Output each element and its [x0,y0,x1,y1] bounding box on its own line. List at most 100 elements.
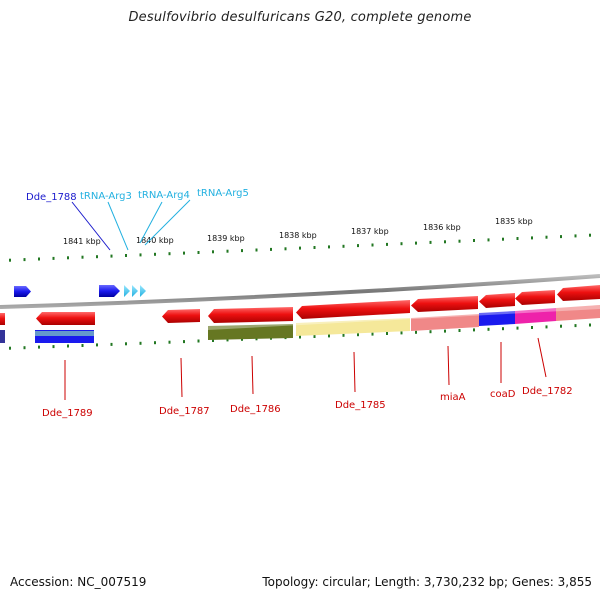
label-dde-1787[interactable]: Dde_1787 [159,406,210,417]
leader-dde-1786 [251,355,254,395]
minor-tick [52,256,55,260]
minor-tick [38,345,40,349]
minor-tick [371,243,374,247]
minor-tick [371,332,374,336]
minor-tick [357,333,359,337]
leader-dde-1787 [180,357,183,398]
gene-trna-arg4[interactable] [132,285,138,297]
gene-coad[interactable] [479,293,515,308]
minor-tick [197,251,200,254]
minor-tick [241,337,243,341]
minor-tick [154,341,156,345]
minor-tick [458,239,461,243]
gene-arrow-left-edge[interactable] [14,286,31,297]
gene-dde-1789[interactable] [36,312,95,325]
minor-tick [574,234,577,238]
scale-label-1835: 1835 kbp [495,217,533,226]
scale-label-1838: 1838 kbp [279,231,317,240]
feature-bar-coad [479,311,515,326]
minor-tick [23,346,26,350]
gene-trna-arg5[interactable] [140,285,146,297]
label-trna-arg3[interactable]: tRNA-Arg3 [80,191,132,202]
minor-tick [154,252,156,256]
minor-tick [183,340,185,344]
feature-bar-left-edge [0,330,5,343]
minor-tick [487,238,490,242]
minor-tick [400,331,403,335]
minor-tick [473,239,475,242]
genome-title: Desulfovibrio desulfuricans G20, complet… [128,10,472,25]
minor-tick [139,341,142,345]
gene-left-edge-reverse[interactable] [0,313,5,325]
minor-tick [589,323,591,327]
minor-tick [110,342,113,346]
minor-tick [400,242,403,246]
minor-tick [386,332,388,335]
gene-dde-1787[interactable] [162,309,200,323]
minor-tick [212,250,214,254]
leader-dde-1785 [353,351,356,393]
minor-tick [516,237,519,240]
minor-tick [81,255,84,259]
feature-bar-dde-1786 [208,324,293,340]
minor-tick [415,330,417,334]
label-miaa[interactable]: miaA [440,392,466,403]
label-dde-1788[interactable]: Dde_1788 [26,192,77,203]
minor-tick [560,235,562,239]
minor-tick [444,240,446,244]
label-dde-1789[interactable]: Dde_1789 [42,408,93,419]
gene-trna-arg3[interactable] [124,285,130,297]
minor-tick [9,346,11,350]
leader-trna-arg5 [144,199,191,246]
gene-dde-1788[interactable] [99,285,120,297]
leader-dde-1782 [537,337,547,378]
gene-dde-1785[interactable] [296,300,410,319]
label-trna-arg5[interactable]: tRNA-Arg5 [197,188,249,199]
label-coad[interactable]: coaD [490,389,516,400]
minor-tick [197,339,200,343]
gene-dde-1782[interactable] [515,290,555,305]
topology-summary: Topology: circular; Length: 3,730,232 bp… [262,575,592,589]
leader-trna-arg3 [107,201,129,251]
minor-tick [386,242,388,246]
minor-tick [429,240,432,244]
minor-tick [328,334,330,338]
feature-bar-dde-1785 [296,318,410,336]
minor-tick [342,333,345,337]
minor-tick [342,244,345,248]
minor-tick [67,256,69,260]
minor-tick [52,345,55,349]
minor-tick [9,258,11,262]
minor-tick [473,328,475,332]
minor-tick [328,245,330,249]
minor-tick [96,255,98,259]
minor-tick [589,233,591,237]
label-trna-arg4[interactable]: tRNA-Arg4 [138,190,190,201]
feature-bar-dde-1789-highlight [35,331,94,336]
scale-label-1837: 1837 kbp [351,227,389,236]
upper-scale-ticks [9,233,591,262]
minor-tick [502,327,504,331]
accession-text: Accession: NC_007519 [10,575,147,589]
label-dde-1782[interactable]: Dde_1782 [522,386,573,397]
label-dde-1785[interactable]: Dde_1785 [335,400,386,411]
gene-dde-1786[interactable] [208,307,293,323]
leader-miaa [447,345,450,386]
scale-label-1840: 1840 kbp [136,236,174,245]
minor-tick [545,325,548,329]
minor-tick [502,237,504,241]
minor-tick [241,249,243,253]
scale-label-1841: 1841 kbp [63,237,101,246]
feature-bar-right-edge [556,305,600,321]
minor-tick [299,335,301,339]
minor-tick [125,254,127,257]
gene-miaa[interactable] [411,296,478,312]
gene-right-edge[interactable] [557,285,600,301]
feature-bar-dde-1782 [515,308,556,324]
minor-tick [458,329,461,332]
minor-tick [67,344,69,348]
minor-tick [560,324,562,328]
minor-tick [255,248,258,252]
minor-tick [357,244,359,248]
label-dde-1786[interactable]: Dde_1786 [230,404,281,415]
